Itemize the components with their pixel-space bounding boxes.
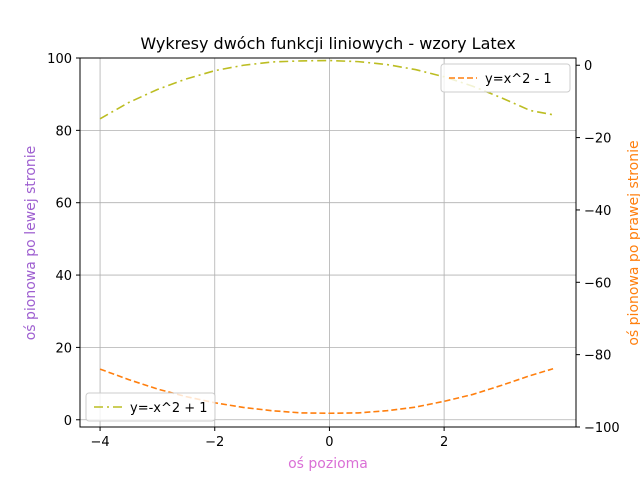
y-axis-right-label: oś pionowa po prawej stronie: [626, 140, 640, 345]
y-right-tick-label: −100: [584, 421, 620, 436]
series-layer: [99, 59, 554, 415]
y-left-tick-label: 100: [47, 52, 72, 67]
legend-label: y=x^2 - 1: [485, 72, 552, 87]
x-axis-label: oś pozioma: [288, 456, 368, 472]
legend-1: y=x^2 - 1: [440, 63, 571, 93]
legends: y=-x^2 + 1 y=x^2 - 1: [85, 63, 571, 422]
legend-0: y=-x^2 + 1: [85, 392, 216, 422]
y-right-tick-label: 0: [584, 59, 592, 74]
y-axis-left: 0 20 40 60 80 100: [47, 52, 80, 429]
y-left-tick-label: 0: [64, 414, 72, 429]
legend-box: [85, 392, 216, 422]
y-axis-right: 0 −20 −40 −60 −80 −100: [576, 59, 620, 436]
series-line-0: [99, 59, 554, 120]
y-right-tick-label: −40: [584, 204, 611, 219]
x-tick-label: 2: [440, 435, 448, 450]
y-left-tick-label: 40: [55, 269, 72, 284]
x-tick-label: 0: [325, 435, 333, 450]
plot-frame: [79, 57, 577, 428]
legend-label: y=-x^2 + 1: [130, 401, 208, 416]
y-right-tick-label: −80: [584, 349, 611, 364]
y-left-tick-label: 80: [55, 124, 72, 139]
x-tick-label: −4: [90, 435, 109, 450]
legend-box: [440, 63, 571, 93]
series-line-1: [99, 367, 554, 415]
y-left-tick-label: 20: [55, 341, 72, 356]
y-right-tick-label: −20: [584, 132, 611, 147]
x-tick-label: −2: [205, 435, 224, 450]
y-axis-left-label: oś pionowa po lewej stronie: [23, 146, 39, 341]
x-axis: −4 −2 0 2: [90, 427, 448, 450]
y-left-tick-label: 60: [55, 197, 72, 212]
chart-title: Wykresy dwóch funkcji liniowych - wzory …: [140, 34, 515, 53]
y-right-tick-label: −60: [584, 276, 611, 291]
